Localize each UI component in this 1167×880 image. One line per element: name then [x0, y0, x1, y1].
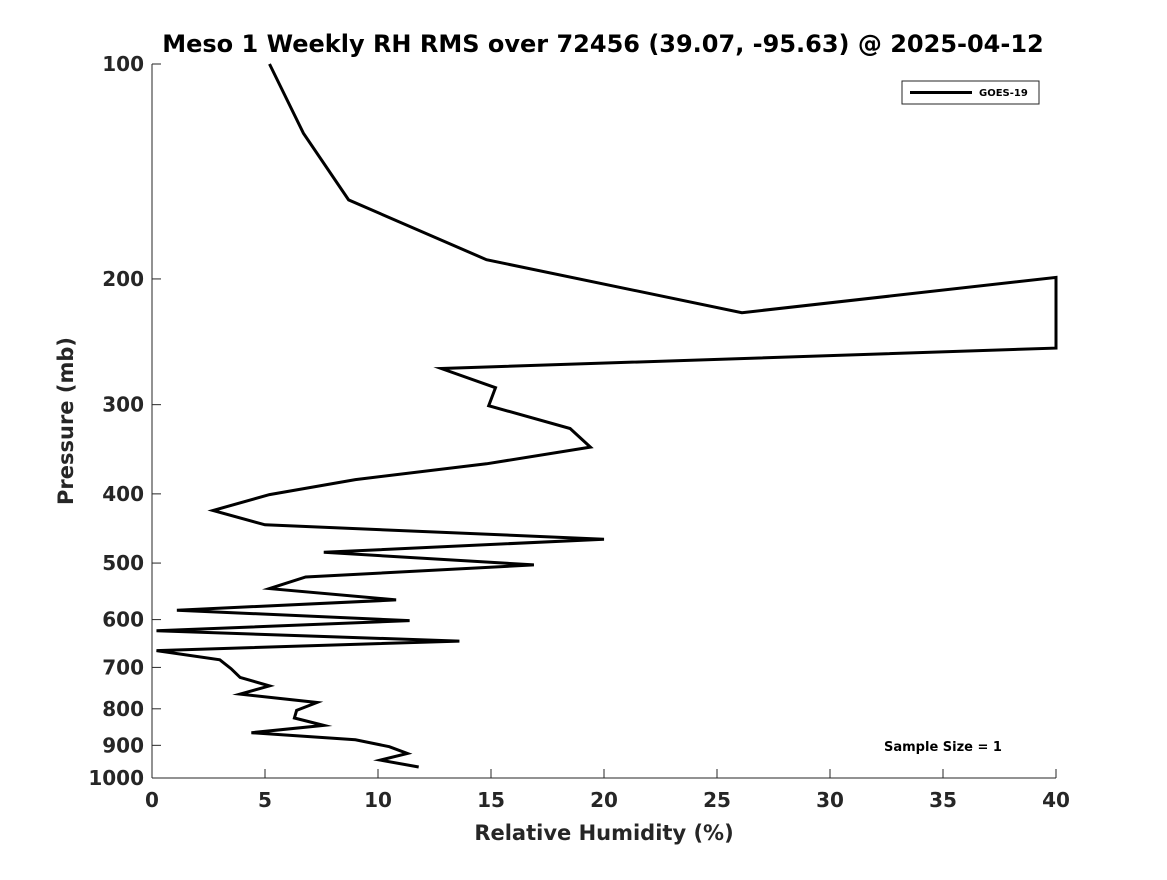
legend: GOES-19: [901, 80, 1040, 105]
x-tick-label: 10: [364, 788, 392, 812]
series-line-1: [156, 63, 1058, 769]
y-axis-label: Pressure (mb): [54, 337, 78, 505]
x-axis-ticks: 0 5 10 15 20 25 30 35 40: [145, 769, 1070, 812]
x-tick-label: 15: [477, 788, 505, 812]
series-layer: [156, 63, 1058, 769]
x-tick-label: 25: [703, 788, 731, 812]
y-tick-label: 100: [102, 52, 144, 76]
sample-size-annotation: Sample Size = 1: [884, 740, 1002, 755]
y-tick-label: 1000: [88, 766, 144, 790]
legend-label: GOES-19: [979, 88, 1028, 99]
y-tick-label: 600: [102, 608, 144, 632]
y-tick-label: 300: [102, 393, 144, 417]
y-tick-label: 800: [102, 697, 144, 721]
x-tick-label: 5: [258, 788, 272, 812]
y-tick-label: 700: [102, 655, 144, 679]
chart-title: Meso 1 Weekly RH RMS over 72456 (39.07, …: [162, 30, 1044, 58]
x-tick-label: 35: [929, 788, 957, 812]
x-axis-label: Relative Humidity (%): [474, 821, 733, 845]
y-tick-label: 500: [102, 551, 144, 575]
y-tick-label: 200: [102, 267, 144, 291]
y-tick-label: 900: [102, 733, 144, 757]
x-tick-label: 0: [145, 788, 159, 812]
y-tick-label: 400: [102, 482, 144, 506]
x-tick-label: 20: [590, 788, 618, 812]
x-tick-label: 30: [816, 788, 844, 812]
y-axis-ticks: 100 200 300 400 500 600 700 800 900 1000: [88, 52, 161, 790]
x-tick-label: 40: [1042, 788, 1070, 812]
